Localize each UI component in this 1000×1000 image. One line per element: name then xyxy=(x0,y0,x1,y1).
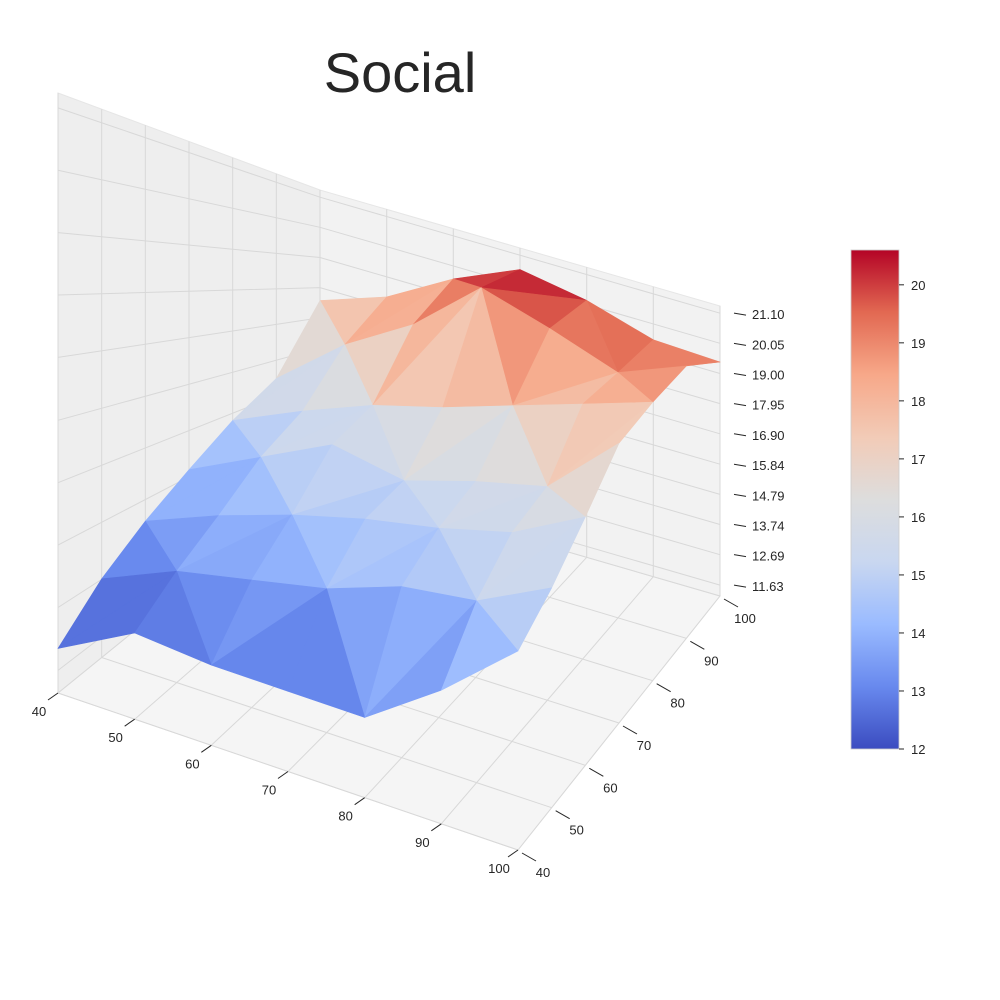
x-tick-mark xyxy=(507,849,519,858)
y-tick-mark xyxy=(656,683,671,693)
z-tick-label: 12.69 xyxy=(752,549,785,564)
surface-facet xyxy=(287,588,366,718)
y-tick-label: 70 xyxy=(637,738,651,753)
y-tick-mark xyxy=(521,852,537,862)
colorbar: 12 13 14 15 16 17 18 19 20 xyxy=(850,249,925,757)
x-tick-mark xyxy=(431,823,442,832)
colorbar-tick-label: 19 xyxy=(911,336,925,351)
y-tick-label: 90 xyxy=(704,653,718,668)
x-tick-label: 100 xyxy=(488,861,510,876)
colorbar-tick-label: 16 xyxy=(911,510,925,525)
y-tick-mark xyxy=(723,598,739,608)
colorbar-tick-label: 12 xyxy=(911,742,925,757)
z-tick-mark xyxy=(733,342,747,346)
x-tick-mark xyxy=(47,692,59,701)
colorbar-tick-label: 15 xyxy=(911,568,925,583)
colorbar-tick-label: 13 xyxy=(911,684,925,699)
z-tick-label: 20.05 xyxy=(752,337,785,352)
x-tick-label: 40 xyxy=(32,704,46,719)
y-tick-label: 100 xyxy=(734,611,756,626)
z-tick-mark xyxy=(733,312,747,316)
z-tick-mark xyxy=(733,584,747,588)
x-tick-mark xyxy=(124,718,135,727)
surface-mesh xyxy=(57,269,721,718)
z-tick-label: 14.79 xyxy=(752,488,785,503)
colorbar-tick-label: 14 xyxy=(911,626,925,641)
y-tick-label: 40 xyxy=(536,865,550,880)
x-tick-mark xyxy=(201,744,212,753)
y-tick-mark xyxy=(690,640,705,650)
x-tick-label: 50 xyxy=(108,730,122,745)
colorbar-tick-label: 20 xyxy=(911,278,925,293)
z-tick-label: 21.10 xyxy=(752,307,785,322)
z-tick-mark xyxy=(733,372,747,376)
x-tick-mark xyxy=(277,771,289,779)
z-tick-mark xyxy=(733,524,747,527)
colorbar-tick-label: 17 xyxy=(911,452,925,467)
surface-facet xyxy=(440,600,519,691)
z-tick-label: 17.95 xyxy=(752,398,785,413)
z-tick-mark xyxy=(733,463,747,467)
y-tick-mark xyxy=(555,810,570,820)
colorbar-bar xyxy=(850,249,900,750)
y-tick-mark xyxy=(589,767,604,777)
z-tick-label: 11.63 xyxy=(752,579,784,594)
y-tick-label: 60 xyxy=(603,780,617,795)
z-tick-mark xyxy=(733,433,747,437)
x-tick-label: 80 xyxy=(338,809,352,824)
x-tick-mark xyxy=(354,797,365,806)
z-gridline xyxy=(57,107,721,314)
z-tick-label: 19.00 xyxy=(752,367,785,382)
x-tick-label: 90 xyxy=(415,835,429,850)
y-tick-mark xyxy=(622,725,638,735)
x-tick-label: 60 xyxy=(185,756,199,771)
x-tick-label: 70 xyxy=(262,783,276,798)
z-tick-mark xyxy=(733,554,747,558)
z-tick-label: 15.84 xyxy=(752,458,785,473)
y-tick-label: 50 xyxy=(569,823,583,838)
surface-facet xyxy=(134,570,212,666)
axis-ticks: 40 50 60 70 80 90 100 40 50 60 70 80 90 100 11.63 12.69… xyxy=(32,307,785,880)
z-tick-label: 13.74 xyxy=(752,519,785,534)
y-tick-label: 80 xyxy=(670,696,684,711)
z-tick-label: 16.90 xyxy=(752,428,785,443)
colorbar-tick-label: 18 xyxy=(911,394,925,409)
y-gridline xyxy=(101,109,552,809)
z-tick-mark xyxy=(733,403,747,407)
chart-title: Social xyxy=(324,41,477,104)
z-tick-mark xyxy=(733,493,747,497)
